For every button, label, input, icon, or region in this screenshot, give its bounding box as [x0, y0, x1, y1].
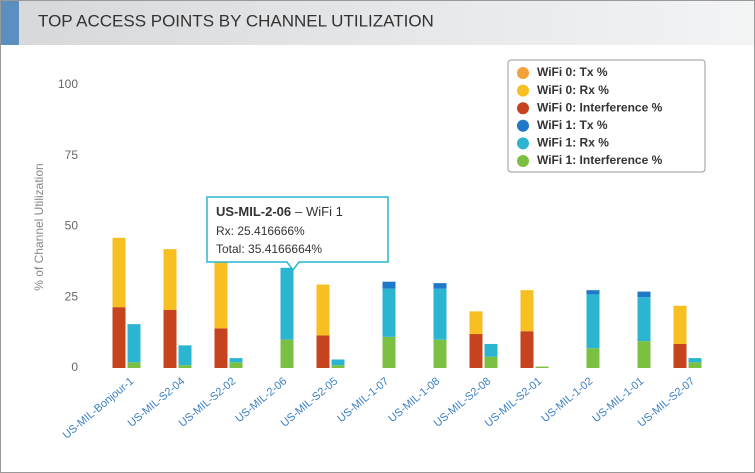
- bar-segment: [433, 339, 447, 368]
- bar-segment: [280, 267, 294, 340]
- bar-segment: [112, 237, 126, 308]
- legend-swatch: [517, 102, 529, 115]
- bar-segment: [586, 290, 600, 295]
- legend-swatch: [517, 137, 529, 150]
- bar-segment: [688, 358, 702, 363]
- bar-segment: [637, 341, 651, 368]
- bar-segment: [214, 328, 228, 368]
- tooltip-ap: US-MIL-2-06: [216, 204, 291, 219]
- bar-segment: [673, 305, 687, 344]
- legend-label: WiFi 1: Rx %: [537, 136, 609, 150]
- bar-segment: [520, 290, 534, 332]
- y-tick-label: 75: [65, 148, 79, 162]
- bar-segment: [469, 334, 483, 368]
- bar-segment: [586, 294, 600, 349]
- bar-segment: [163, 309, 177, 368]
- legend-swatch: [517, 119, 529, 132]
- bar-segment: [331, 365, 345, 368]
- tooltip-line: Total: 35.4166664%: [216, 242, 322, 256]
- tooltip-title: US-MIL-2-06 – WiFi 1: [216, 204, 343, 219]
- tooltip-line: Rx: 25.416666%: [216, 224, 305, 238]
- y-axis-label: % of Channel Utilization: [32, 163, 46, 290]
- chart-title: TOP ACCESS POINTS BY CHANNEL UTILIZATION: [38, 11, 434, 30]
- y-tick-label: 25: [65, 289, 79, 303]
- bar-segment: [127, 324, 141, 363]
- bar-segment: [112, 307, 126, 368]
- legend-label: WiFi 0: Interference %: [537, 100, 663, 114]
- bar-segment: [433, 283, 447, 289]
- bar-segment: [637, 291, 651, 298]
- bar-segment: [316, 335, 330, 368]
- bar-segment: [316, 284, 330, 336]
- header-accent: [1, 1, 19, 45]
- bar-segment: [178, 365, 192, 368]
- legend-label: WiFi 1: Tx %: [537, 118, 608, 132]
- bar-segment: [535, 366, 549, 368]
- bar-segment: [520, 331, 534, 368]
- legend-box: [507, 59, 706, 173]
- bar-segment: [331, 359, 345, 366]
- tooltip-radio: – WiFi 1: [295, 204, 343, 219]
- bar-segment: [433, 288, 447, 340]
- bar-segment: [382, 281, 396, 289]
- bar-segment: [586, 348, 600, 368]
- bar-segment: [280, 339, 294, 368]
- legend-label: WiFi 1: Interference %: [537, 153, 663, 167]
- header: [1, 1, 754, 45]
- bar-segment: [382, 336, 396, 368]
- bar-segment: [637, 297, 651, 342]
- bar-segment: [127, 362, 141, 368]
- bar-segment: [229, 358, 243, 363]
- y-tick-label: 50: [65, 219, 79, 233]
- legend-swatch: [517, 67, 529, 79]
- bar-segment: [673, 343, 687, 368]
- bar-segment: [229, 362, 243, 368]
- bar-segment: [178, 345, 192, 366]
- bar-segment: [469, 311, 483, 335]
- y-tick-label: 0: [71, 360, 78, 374]
- bar-segment: [484, 356, 498, 368]
- tooltip-box: [206, 196, 389, 272]
- legend-swatch: [517, 84, 529, 97]
- bar-segment: [688, 362, 702, 368]
- legend-label: WiFi 0: Tx %: [537, 65, 608, 79]
- bar-segment: [484, 343, 498, 357]
- bar-segment: [214, 254, 228, 329]
- y-tick-label: 100: [58, 77, 78, 91]
- tooltip: US-MIL-2-06 – WiFi 1 Rx: 25.416666% Total: …: [206, 196, 389, 272]
- bar-segment: [163, 249, 177, 310]
- legend-label: WiFi 0: Rx %: [537, 83, 609, 97]
- legend-swatch: [517, 155, 529, 167]
- legend: WiFi 0: Tx % WiFi 0: Rx % WiFi 0: Interfer…: [507, 59, 706, 173]
- bar-segment: [382, 288, 396, 337]
